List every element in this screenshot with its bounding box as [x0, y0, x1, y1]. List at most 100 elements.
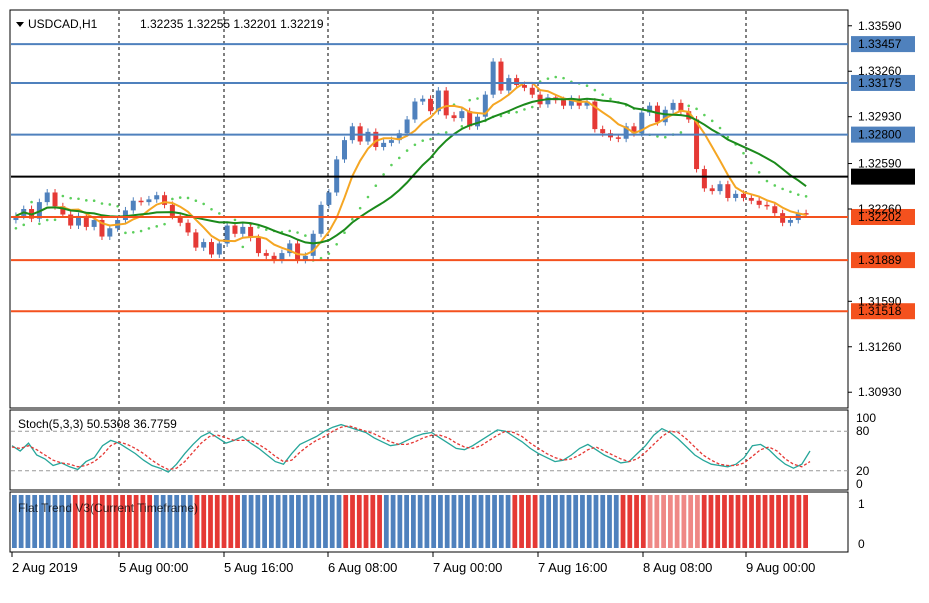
candle-body — [741, 193, 746, 198]
flat-trend-bar — [566, 495, 572, 548]
candle-body — [107, 228, 113, 237]
candle-body — [130, 200, 136, 211]
price-levels[interactable]: 1.33457 1.33175 1.32800 1.32495 1.32202 1.318… — [11, 36, 915, 320]
sar-dot — [726, 135, 730, 139]
candle-body — [83, 215, 89, 227]
sar-dot — [421, 139, 425, 142]
flat-trend-bar — [133, 495, 139, 548]
flat-trend-bar — [580, 495, 585, 548]
flat-trend-bar — [478, 495, 484, 548]
candle-body — [490, 61, 496, 95]
level-label: 1.32800 — [858, 128, 902, 142]
candle-body — [349, 126, 355, 141]
price-tick-label: 1.31260 — [858, 340, 902, 354]
moving-average-line — [15, 97, 807, 245]
price-tick-label: 1.33590 — [858, 19, 902, 33]
sar-dot — [194, 199, 198, 203]
sar-dot — [45, 218, 49, 222]
sar-dot — [397, 156, 401, 160]
flat-trend-bar — [174, 495, 180, 548]
flat-trend-bar — [59, 495, 65, 548]
candle-body — [467, 111, 473, 127]
flat-trend-bar — [782, 495, 788, 548]
flat-trend-bar — [451, 495, 457, 548]
flat-trend-bar — [86, 495, 92, 548]
flat-trend-bar — [45, 495, 51, 548]
stoch-tick-label: 0 — [856, 477, 863, 491]
grid — [118, 11, 747, 489]
sar-dot — [593, 88, 597, 92]
flat-trend-bar — [12, 495, 17, 548]
sar-dot — [515, 110, 518, 114]
candle-body — [803, 213, 809, 215]
candle-body — [248, 226, 254, 238]
sar-dot — [390, 163, 393, 167]
candle-body — [772, 206, 778, 214]
candle-body — [52, 192, 58, 207]
flat-trend-bar — [302, 495, 308, 548]
sar-dot — [218, 212, 221, 215]
level-label-box — [851, 126, 915, 143]
time-tick-label: 8 Aug 08:00 — [643, 560, 712, 575]
candle-body — [756, 200, 762, 205]
sar-dot — [38, 222, 41, 226]
candle-body — [529, 87, 535, 95]
ohlc-header: 1.32235 1.32255 1.32201 1.32219 — [140, 17, 324, 31]
flat-trend-bar — [661, 495, 666, 548]
candle-body — [302, 255, 308, 260]
candle-body — [279, 253, 285, 260]
candle-body — [44, 192, 50, 203]
time-tick-label: 7 Aug 16:00 — [538, 560, 607, 575]
flat-trend-bar — [532, 495, 538, 548]
sar-dot — [609, 97, 612, 101]
flat-trend-bar — [323, 495, 328, 548]
sar-dot — [750, 161, 753, 165]
sar-dot — [382, 173, 385, 176]
sar-dot — [116, 204, 119, 208]
flat-trend-bar — [79, 495, 85, 548]
candle-body — [662, 109, 668, 123]
flat-trend-bar — [106, 495, 112, 548]
stochastic-title: Stoch(5,3,3) 50.5308 36.7759 — [18, 417, 177, 431]
flat-trend-bar — [742, 495, 748, 548]
candle-body — [787, 220, 793, 223]
flat-trend-bar — [214, 495, 220, 548]
sar-dot — [562, 76, 565, 80]
candle-body — [209, 242, 214, 255]
flat-trend-bar — [505, 495, 511, 548]
symbol-header: USDCAD,H1 — [28, 17, 98, 31]
dropdown-arrow-icon[interactable] — [16, 22, 24, 27]
price-tick-label: 1.32260 — [858, 202, 902, 216]
sar-dot — [343, 231, 346, 234]
sar-dot — [413, 143, 417, 147]
flat-trend-bar — [424, 495, 430, 548]
candle-body — [733, 193, 739, 198]
flat-trend-bar — [498, 495, 504, 548]
flat-trend-bar — [411, 495, 416, 548]
flat-trend-bar — [735, 495, 741, 548]
level-label: 1.33457 — [858, 37, 902, 51]
candle-body — [232, 225, 238, 234]
flat-trend-bar — [370, 495, 376, 548]
sar-dot — [405, 149, 409, 152]
flat-trend-bar — [485, 495, 491, 548]
flat-trend-bar — [72, 495, 78, 548]
flat-trend-bar — [343, 495, 349, 548]
sar-dot — [264, 228, 268, 231]
candle-body — [201, 242, 207, 248]
flat-trend-bar — [167, 495, 173, 548]
flat-tick-label: 1 — [858, 497, 865, 511]
candle-body — [435, 90, 441, 112]
sar-dot — [695, 107, 698, 111]
candle-body — [162, 195, 168, 205]
flat-trend-bar — [404, 495, 409, 548]
price-tick-label: 1.32930 — [858, 110, 902, 124]
flat-trend-bar — [39, 495, 44, 548]
sar-dot — [710, 119, 714, 123]
flat-trend-bar — [789, 495, 795, 548]
flat-trend-title: Flat Trend V3(Current Timeframe) — [18, 501, 198, 515]
flat-trend-bar — [126, 495, 132, 548]
flat-trend-bar — [417, 495, 423, 548]
